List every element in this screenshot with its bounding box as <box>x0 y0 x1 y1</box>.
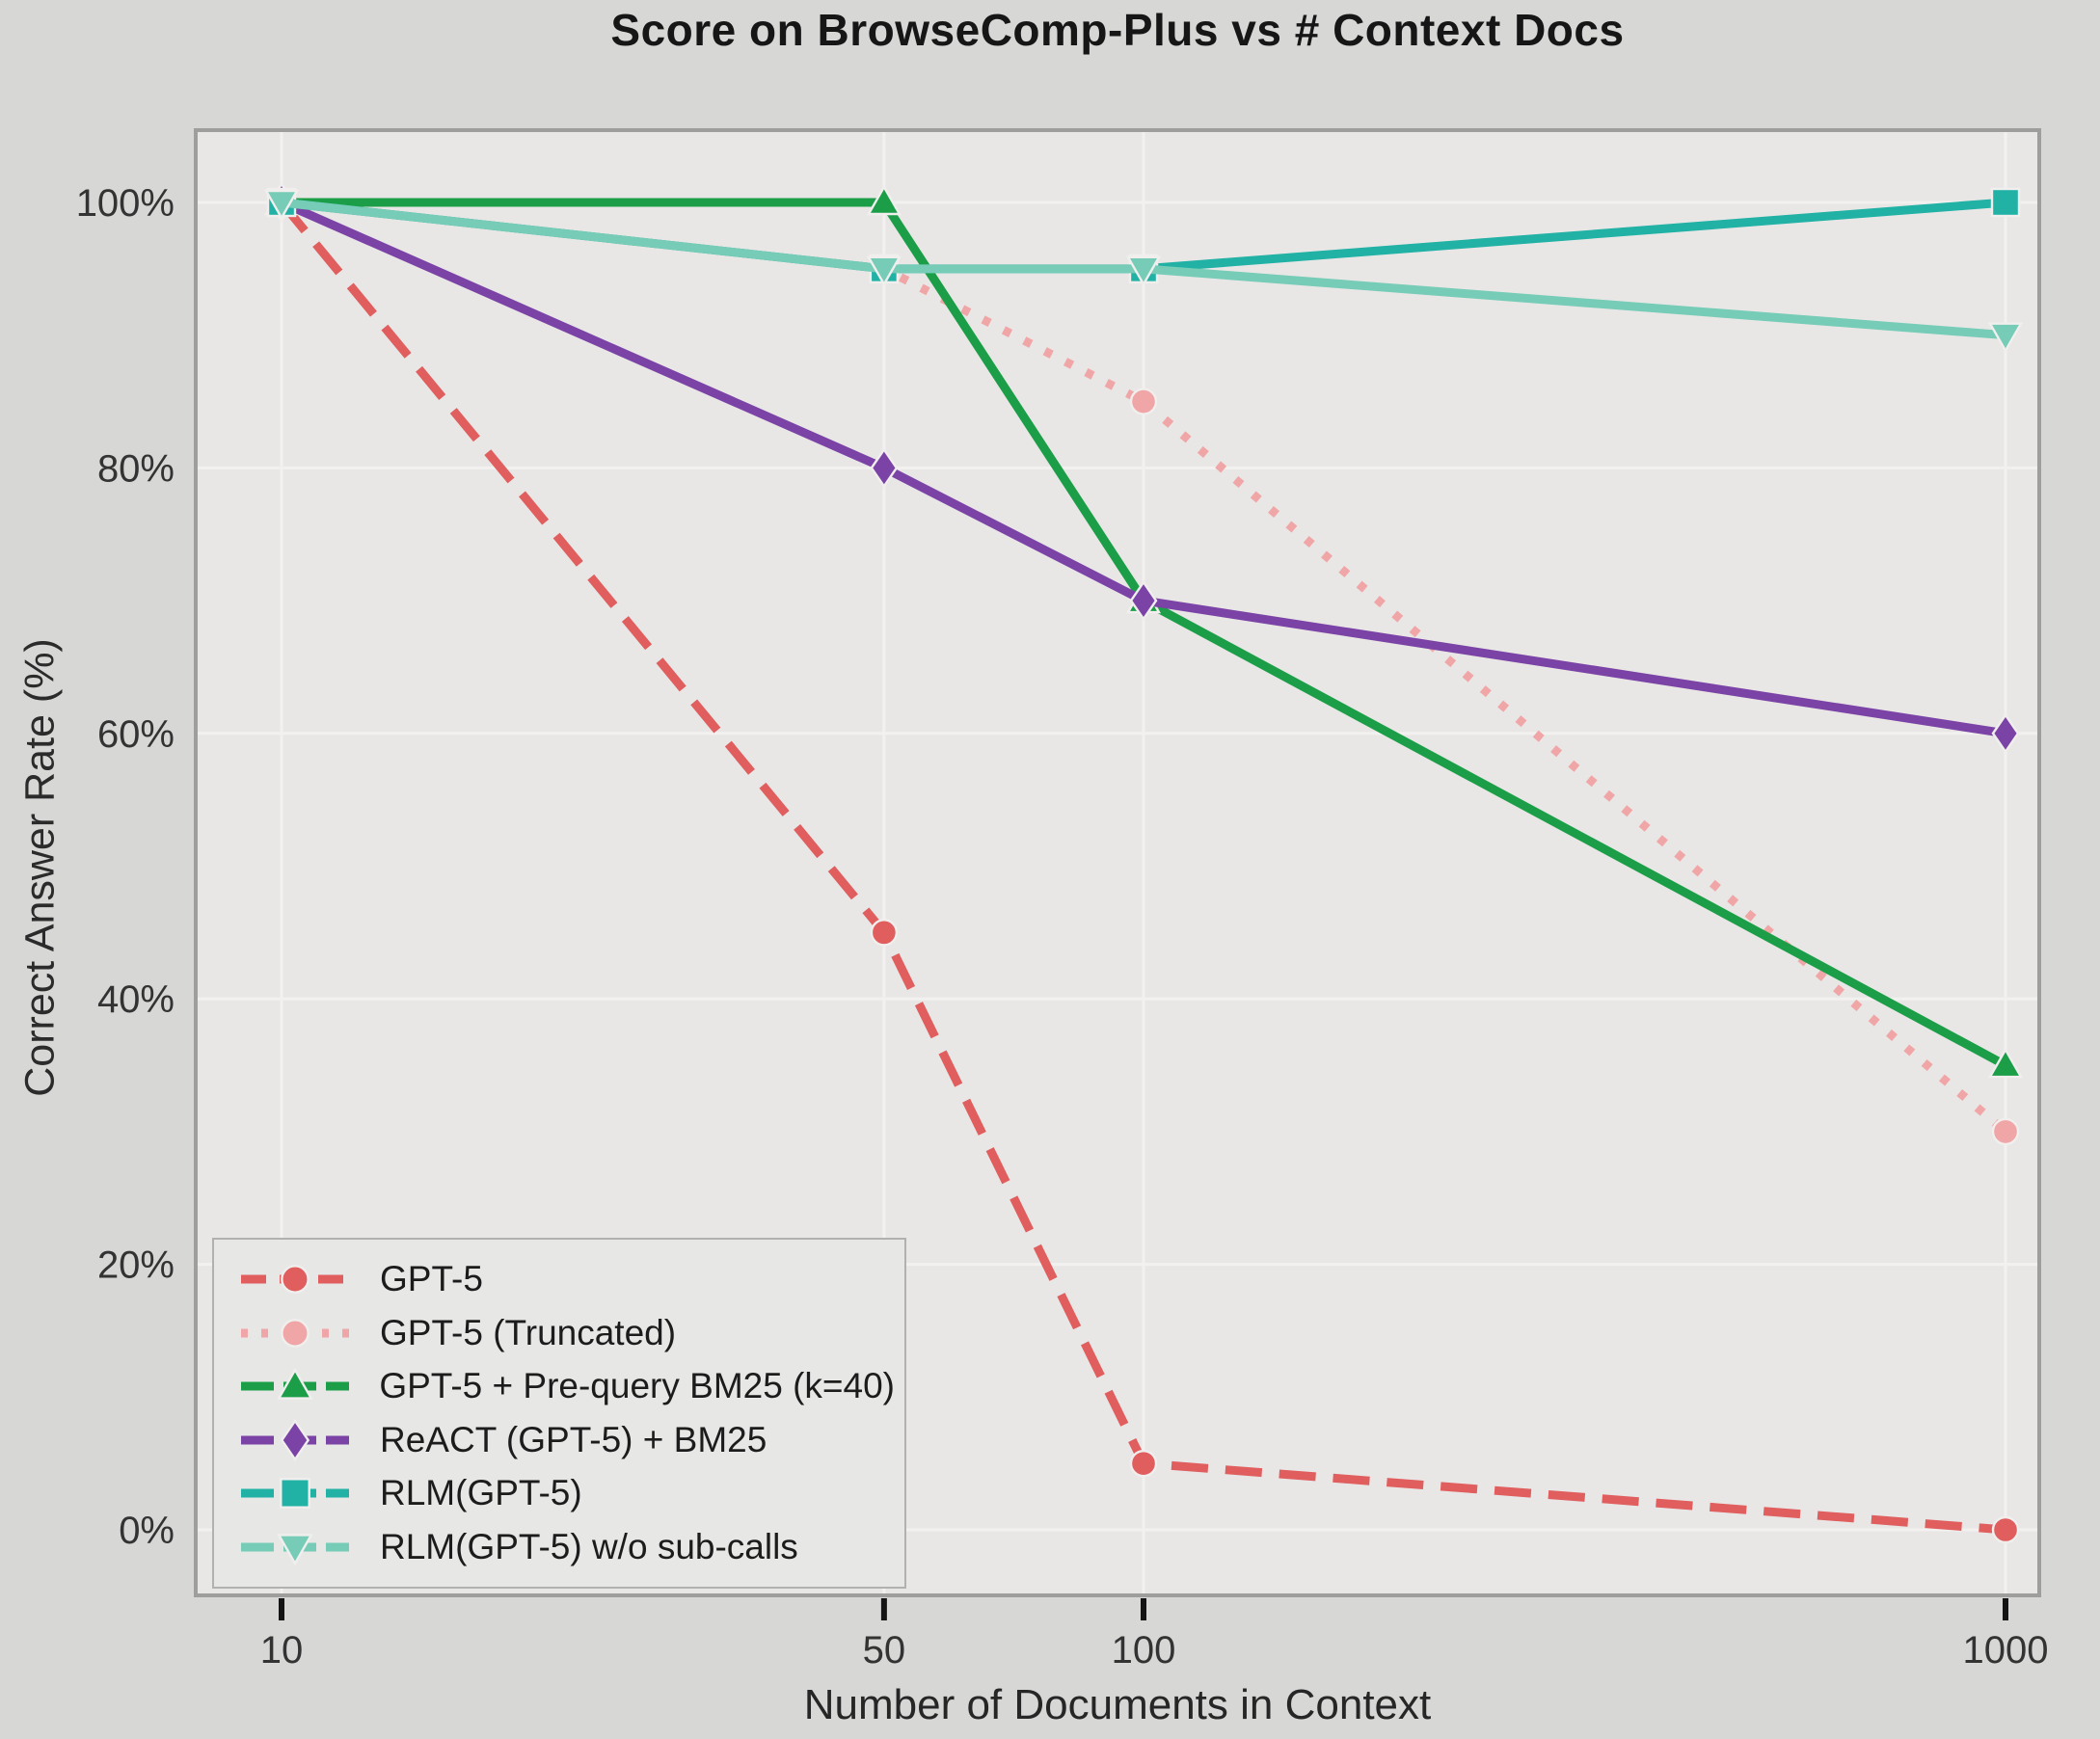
y-tick-label-40: 40% <box>97 978 175 1021</box>
legend-glyph-gpt-5-pre-query-bm25-k-40 <box>241 1368 349 1401</box>
marker-diamond <box>870 447 899 489</box>
marker-triangle-up <box>277 1368 313 1401</box>
marker-circle <box>1129 388 1158 415</box>
x-tick-label-1000: 1000 <box>1963 1629 2049 1672</box>
marker-circle <box>281 1318 310 1348</box>
legend-item-rlm-gpt-5-w-o-sub-calls: RLM(GPT-5) w/o sub-calls <box>235 1526 895 1568</box>
y-tick-label-20: 20% <box>97 1244 175 1287</box>
legend-glyph-gpt-5 <box>241 1265 349 1295</box>
y-tick-label-60: 60% <box>97 713 175 756</box>
legend-glyph-react-gpt-5-bm25 <box>241 1418 349 1461</box>
y-tick-label-0: 0% <box>119 1510 175 1552</box>
y-tick-label-100: 100% <box>76 182 175 225</box>
marker-triangle-down <box>866 255 902 287</box>
marker-diamond <box>1129 579 1158 622</box>
marker-circle <box>281 1265 310 1295</box>
legend-label: ReACT (GPT-5) + BM25 <box>380 1419 767 1459</box>
legend-label: RLM(GPT-5) <box>380 1473 582 1513</box>
plot-border <box>194 128 2041 1597</box>
marker-triangle-up <box>866 184 902 216</box>
series-line-react-gpt-5-bm25 <box>280 198 2006 738</box>
series-line-gpt-5 <box>278 200 2006 1535</box>
legend-glyph-rlm-gpt-5-w-o-sub-calls <box>241 1533 349 1565</box>
marker-circle <box>1991 1515 2020 1544</box>
legend-label: GPT-5 (Truncated) <box>380 1312 677 1352</box>
series-line-gpt-5-pre-query-bm25-k-40 <box>282 198 2008 1070</box>
x-tick-label-10: 10 <box>260 1629 304 1672</box>
legend-item-react-gpt-5-bm25: ReACT (GPT-5) + BM25 <box>235 1418 895 1461</box>
marker-triangle-down <box>263 189 300 221</box>
marker-square <box>1990 187 2021 218</box>
x-tick-label-50: 50 <box>863 1629 906 1672</box>
legend-glyph-rlm-gpt-5 <box>241 1478 349 1510</box>
legend-label: GPT-5 <box>380 1259 483 1299</box>
chart-title: Score on BrowseComp-Plus vs # Context Do… <box>610 5 1625 55</box>
legend-label: RLM(GPT-5) w/o sub-calls <box>380 1526 798 1566</box>
legend-glyph-gpt-5-truncated <box>241 1318 349 1348</box>
legend-item-gpt-5: GPT-5 <box>235 1258 895 1300</box>
y-tick-label-80: 80% <box>97 447 175 490</box>
legend: GPT-5 GPT-5 (Truncated) GPT-5 + Pre-query … <box>212 1238 906 1589</box>
marker-diamond <box>1991 712 2020 754</box>
marker-triangle-up <box>1987 1047 2024 1079</box>
legend-item-gpt-5-pre-query-bm25-k-40: GPT-5 + Pre-query BM25 (k=40) <box>235 1365 895 1407</box>
legend-label: GPT-5 + Pre-query BM25 (k=40) <box>379 1366 895 1406</box>
marker-square <box>280 1478 310 1510</box>
marker-circle <box>1991 1117 2020 1146</box>
marker-circle <box>870 919 899 947</box>
marker-triangle-down <box>1125 255 1162 287</box>
marker-circle <box>1129 1449 1158 1478</box>
series-line-rlm-gpt-5-w-o-sub-calls <box>281 198 2006 340</box>
x-tick-label-100: 100 <box>1112 1629 1176 1672</box>
marker-triangle-down <box>277 1533 313 1565</box>
legend-item-rlm-gpt-5: RLM(GPT-5) <box>235 1472 895 1514</box>
legend-item-gpt-5-truncated: GPT-5 (Truncated) <box>235 1312 895 1354</box>
x-axis-title: Number of Documents in Context <box>803 1681 1432 1728</box>
marker-triangle-down <box>1987 322 2024 354</box>
marker-diamond <box>280 1418 310 1461</box>
